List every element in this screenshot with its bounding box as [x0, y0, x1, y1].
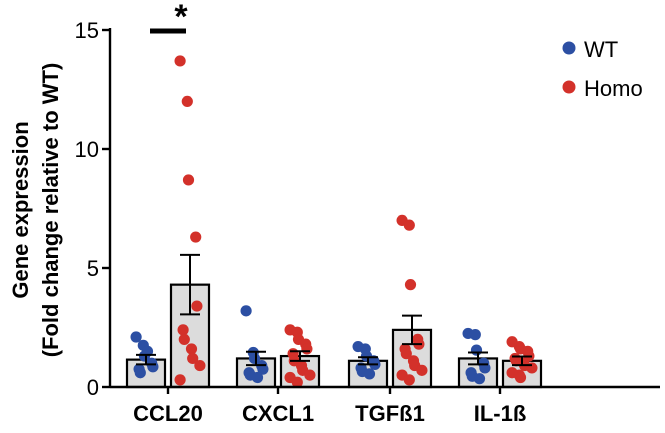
legend: WT Homo — [562, 37, 643, 101]
y-tick-label-5: 5 — [87, 256, 99, 281]
data-point-homo-0-3 — [190, 231, 202, 243]
data-point-homo-0-6 — [178, 333, 190, 345]
axes: 0 5 10 15 CCL20 CXCL1 TGFß1 IL-1ß * — [75, 0, 660, 426]
data-point-wt-3-2 — [470, 344, 483, 356]
data-point-wt-0-0 — [130, 331, 142, 343]
data-point-homo-0-9 — [194, 359, 206, 372]
data-point-homo-0-4 — [191, 300, 203, 312]
plot-area — [125, 55, 543, 389]
data-point-wt-0-4 — [147, 361, 159, 373]
data-point-homo-0-7 — [185, 343, 198, 355]
y-axis-label-line1: Gene expression — [8, 121, 33, 298]
data-point-homo-2-1 — [403, 219, 415, 231]
y-tick-label-10: 10 — [75, 137, 99, 162]
data-point-wt-2-7 — [363, 368, 376, 380]
data-point-homo-1-11 — [291, 376, 303, 388]
data-point-homo-2-6 — [400, 348, 412, 360]
y-axis-label-line2: (Fold change relative to WT) — [38, 63, 63, 358]
data-point-homo-0-10 — [174, 374, 186, 386]
x-tick-label-3: IL-1ß — [474, 401, 527, 426]
data-point-wt-3-1 — [469, 329, 481, 341]
data-point-wt-1-4 — [257, 363, 269, 375]
data-point-wt-1-7 — [251, 371, 264, 384]
data-point-homo-2-9 — [416, 364, 428, 376]
data-point-homo-0-0 — [174, 55, 186, 67]
x-tick-label-0: CCL20 — [133, 401, 203, 426]
x-tick-label-2: TGFß1 — [355, 401, 425, 426]
data-point-homo-1-9 — [304, 369, 316, 381]
data-point-homo-1-4 — [301, 343, 313, 355]
data-point-homo-3-9 — [526, 362, 538, 374]
data-point-homo-2-2 — [404, 279, 417, 291]
y-axis-label: Gene expression (Fold change relative to… — [8, 63, 63, 358]
x-tick-label-1: CXCL1 — [242, 401, 314, 426]
data-point-wt-3-7 — [473, 373, 486, 385]
data-point-homo-2-11 — [403, 374, 415, 386]
legend-label-homo: Homo — [584, 76, 643, 101]
data-point-homo-0-5 — [177, 324, 189, 336]
legend-marker-homo — [562, 80, 576, 94]
data-point-homo-0-8 — [187, 352, 199, 365]
data-point-wt-1-0 — [240, 305, 252, 317]
data-point-homo-3-12 — [514, 371, 527, 384]
data-point-homo-0-1 — [181, 95, 193, 107]
significance-star-0: * — [174, 0, 188, 36]
y-tick-label-0: 0 — [87, 375, 99, 400]
data-point-wt-0-6 — [134, 367, 146, 379]
data-point-homo-0-2 — [182, 174, 195, 186]
legend-label-wt: WT — [584, 37, 618, 62]
y-tick-label-15: 15 — [75, 18, 99, 43]
legend-marker-wt — [562, 41, 576, 55]
data-point-wt-1-2 — [248, 352, 261, 365]
